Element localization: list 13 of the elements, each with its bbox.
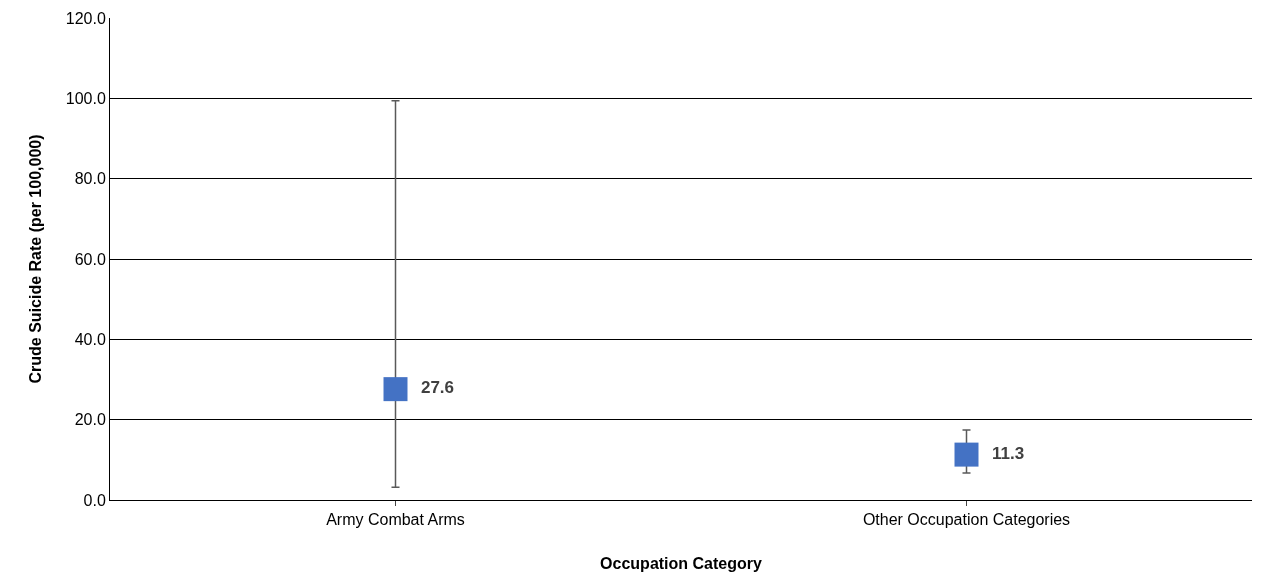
x-tick-label: Army Combat Arms	[326, 511, 465, 529]
y-tick-label: 80.0	[74, 170, 106, 188]
y-tick-label: 0.0	[83, 491, 106, 509]
y-tick-label: 100.0	[65, 89, 106, 107]
x-tick-label: Other Occupation Categories	[862, 511, 1071, 529]
y-tick-label: 40.0	[74, 330, 106, 348]
y-tick-label: 20.0	[74, 411, 106, 429]
y-tick-label: 60.0	[74, 250, 106, 268]
data-label: 27.6	[411, 378, 455, 398]
y-axis-title: Crude Suicide Rate (per 100,000)	[26, 134, 44, 384]
y-tick-label: 120.0	[65, 9, 106, 27]
data-label: 11.3	[982, 443, 1025, 463]
x-axis-title: Occupation Category	[600, 554, 762, 572]
